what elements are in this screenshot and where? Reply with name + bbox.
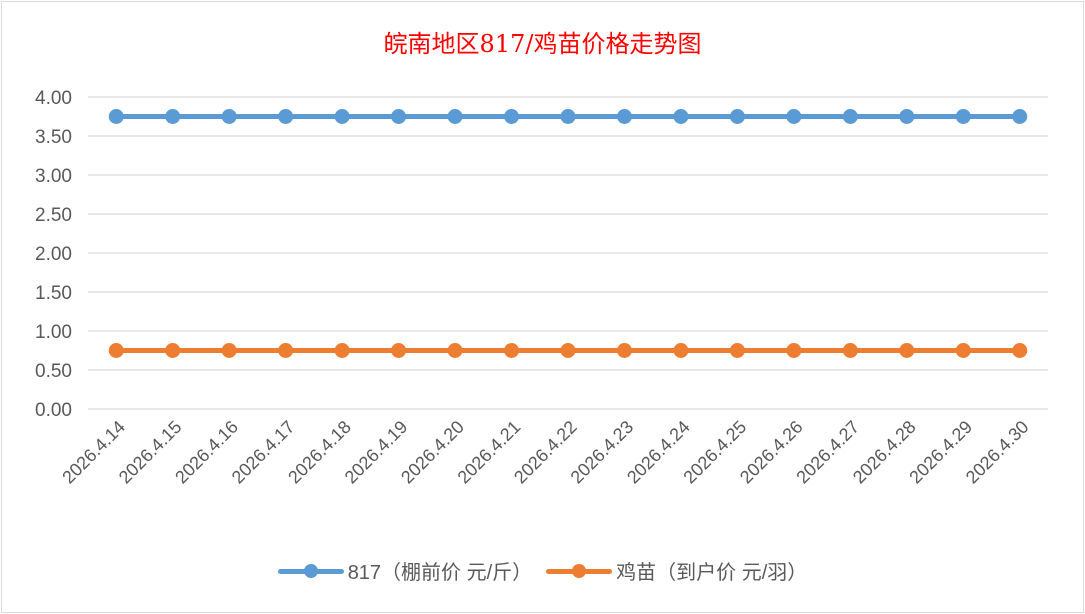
data-point — [504, 109, 520, 124]
data-point — [786, 109, 802, 124]
y-tick-label: 1.50 — [35, 283, 72, 304]
data-point — [899, 109, 915, 124]
data-point — [842, 343, 858, 358]
data-point — [447, 109, 463, 124]
y-tick-label: 0.00 — [35, 400, 72, 421]
data-point — [334, 343, 350, 358]
legend-label-817: 817（棚前价 元/斤） — [347, 562, 533, 584]
data-point — [955, 343, 971, 358]
y-tick-label: 3.00 — [35, 166, 72, 187]
data-point — [391, 343, 407, 358]
y-tick-label: 0.50 — [35, 361, 72, 382]
data-point — [955, 109, 971, 124]
y-tick-label: 2.00 — [35, 244, 72, 265]
data-point — [1012, 343, 1028, 358]
chart-title: 皖南地区817/鸡苗价格走势图 — [383, 30, 702, 58]
data-point — [1012, 109, 1028, 124]
data-point — [729, 109, 745, 124]
data-point — [616, 109, 632, 124]
legend-marker-chick — [546, 563, 613, 578]
data-point — [673, 343, 689, 358]
data-point — [108, 343, 124, 358]
data-point — [165, 343, 181, 358]
data-point — [165, 109, 181, 124]
data-point — [729, 343, 745, 358]
y-tick-label: 1.00 — [35, 322, 72, 343]
data-point — [278, 109, 294, 124]
data-point — [616, 343, 632, 358]
data-point — [560, 109, 576, 124]
legend-item-chick: 鸡苗（到户价 元/羽） — [546, 556, 807, 585]
data-point — [560, 343, 576, 358]
legend-marker-817 — [277, 563, 344, 578]
y-tick-label: 4.00 — [35, 88, 72, 109]
legend-label-chick: 鸡苗（到户价 元/羽） — [616, 562, 808, 584]
data-point — [447, 343, 463, 358]
legend-item-817: 817（棚前价 元/斤） — [277, 556, 533, 585]
data-point — [842, 109, 858, 124]
data-point — [899, 343, 915, 358]
y-tick-label: 3.50 — [35, 127, 72, 148]
data-point — [108, 109, 124, 124]
data-point — [221, 109, 237, 124]
data-point — [334, 109, 350, 124]
legend: 817（棚前价 元/斤） 鸡苗（到户价 元/羽） — [0, 556, 1085, 585]
data-point — [504, 343, 520, 358]
data-point — [221, 343, 237, 358]
y-tick-label: 2.50 — [35, 205, 72, 226]
data-point — [391, 109, 407, 124]
data-point — [786, 343, 802, 358]
data-point — [673, 109, 689, 124]
data-point — [278, 343, 294, 358]
